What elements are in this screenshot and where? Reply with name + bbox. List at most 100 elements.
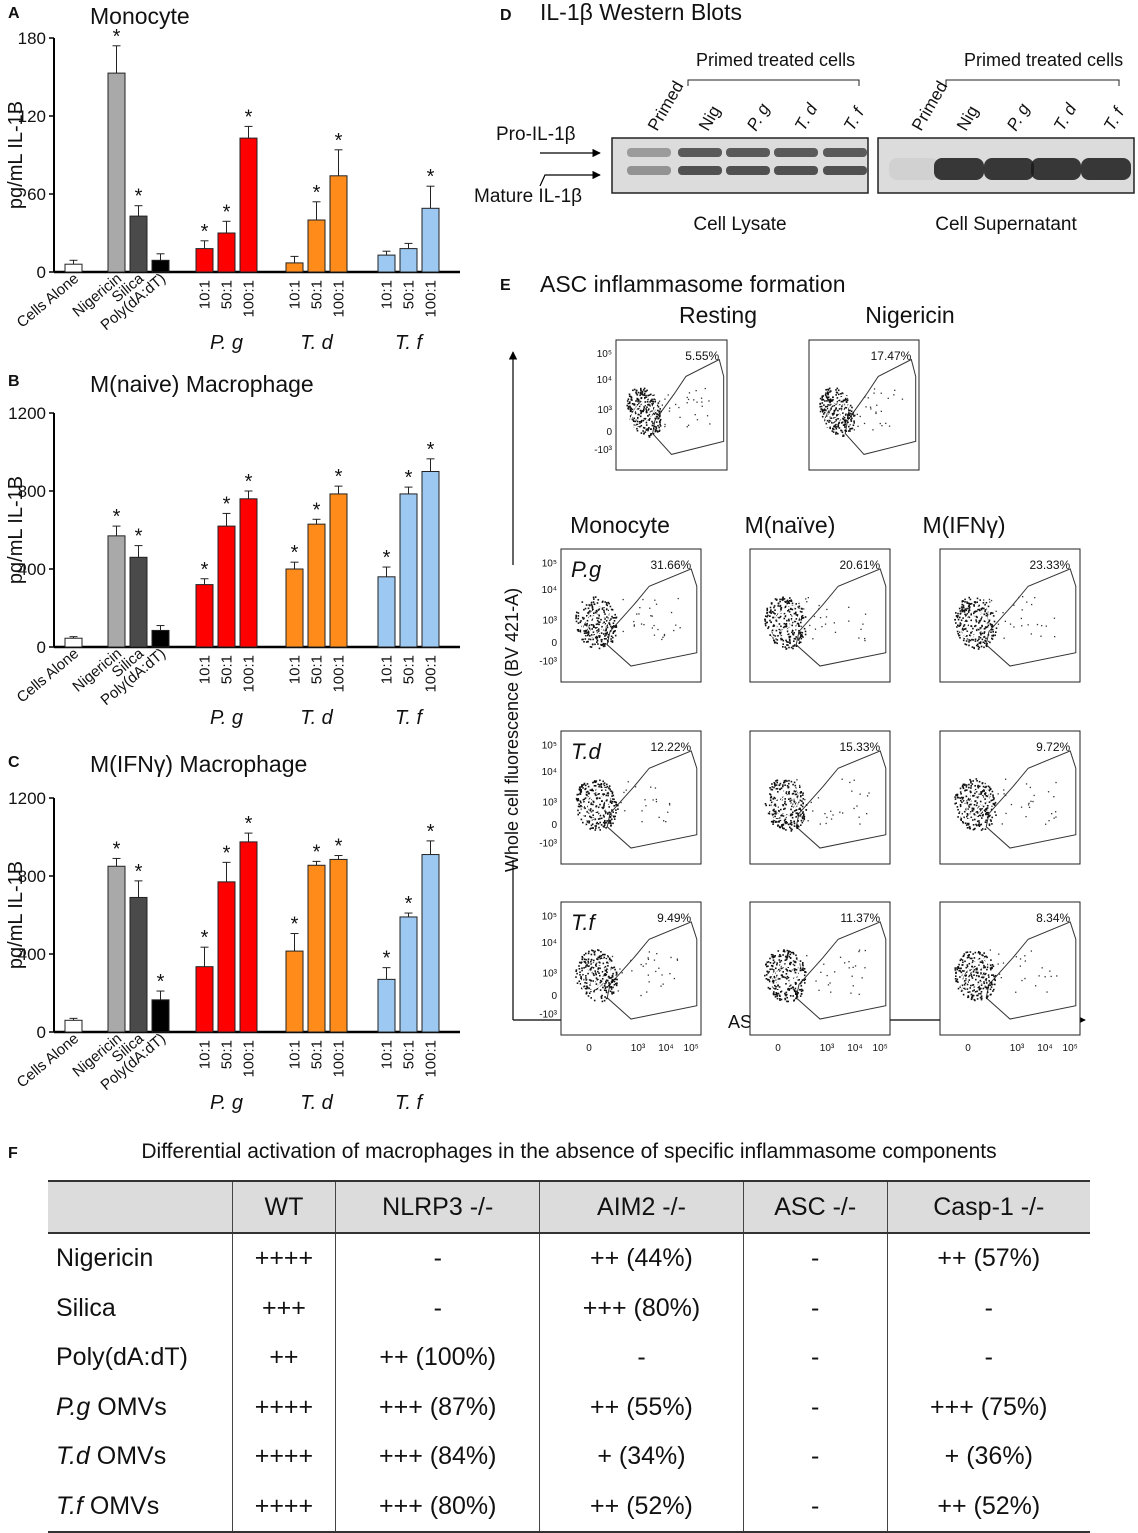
event-dot xyxy=(781,824,783,827)
event-dot xyxy=(981,828,984,830)
event-dot xyxy=(772,636,774,639)
event-dot xyxy=(798,619,801,621)
event-dot xyxy=(977,823,980,826)
event-dot xyxy=(990,612,992,614)
event-dot xyxy=(966,965,969,968)
event-dot xyxy=(764,624,767,627)
event-dot xyxy=(598,630,600,632)
event-dot xyxy=(969,778,971,781)
event-dot xyxy=(832,814,834,816)
event-dot xyxy=(686,402,688,404)
event-dot xyxy=(990,624,992,626)
event-dot xyxy=(967,991,969,993)
lane-label: Nig xyxy=(953,102,982,134)
event-dot xyxy=(973,974,975,976)
bar xyxy=(107,865,126,1033)
event-dot xyxy=(835,407,837,410)
event-dot xyxy=(592,801,595,803)
y-axis-label: pg/mL IL-1B xyxy=(5,861,27,969)
event-dot xyxy=(647,958,650,960)
y-tick-label: 10⁴ xyxy=(542,767,557,778)
event-dot xyxy=(631,408,634,411)
event-dot xyxy=(596,639,599,642)
event-dot xyxy=(604,986,607,988)
event-dot xyxy=(605,981,607,984)
event-dot xyxy=(792,811,794,813)
event-dot xyxy=(1053,796,1055,798)
event-dot xyxy=(993,620,996,623)
header-cell: ASC -/- xyxy=(742,1180,888,1234)
y-tick-label: 10⁵ xyxy=(542,558,557,569)
event-dot xyxy=(969,790,972,793)
event-dot xyxy=(602,633,605,635)
event-dot xyxy=(603,953,605,956)
event-dot xyxy=(989,984,992,986)
event-dot xyxy=(847,413,849,416)
group-label: T. f xyxy=(395,1092,424,1114)
event-dot xyxy=(594,596,597,598)
event-dot xyxy=(978,785,981,788)
bar xyxy=(217,232,236,273)
event-dot xyxy=(775,599,778,601)
mature-il1b-label: Mature IL-1β xyxy=(474,186,582,207)
event-dot xyxy=(609,813,612,816)
event-dot xyxy=(844,406,847,409)
event-dot xyxy=(992,794,994,796)
event-dot xyxy=(614,978,616,981)
event-dot xyxy=(962,787,965,790)
event-dot xyxy=(777,605,779,607)
event-dot xyxy=(609,983,611,986)
event-dot xyxy=(651,400,654,403)
event-dot xyxy=(771,965,774,967)
flow-plot: 9.72% xyxy=(939,730,1081,865)
event-dot xyxy=(800,981,803,983)
event-dot xyxy=(611,800,614,803)
event-dot xyxy=(991,984,993,986)
event-dot xyxy=(966,814,969,816)
bar xyxy=(307,864,326,1033)
event-dot xyxy=(577,615,580,617)
event-dot xyxy=(592,950,594,952)
event-dot xyxy=(789,823,792,825)
event-dot xyxy=(653,407,655,409)
event-dot xyxy=(783,976,785,978)
plot-frame xyxy=(749,548,891,683)
event-dot xyxy=(784,784,786,786)
event-dot xyxy=(985,955,987,958)
event-dot xyxy=(1033,794,1035,797)
event-dot xyxy=(960,971,963,974)
event-dot xyxy=(985,978,988,980)
event-dot xyxy=(833,412,835,415)
event-dot xyxy=(968,962,971,965)
event-dot xyxy=(773,961,776,963)
event-dot xyxy=(985,614,988,617)
table-row: Nigericin ++++ - ++ (44%) - ++ (57%) xyxy=(48,1233,1090,1284)
event-dot xyxy=(600,632,603,634)
x-tick-label: 10³ xyxy=(631,1043,646,1054)
event-dot xyxy=(799,982,802,985)
event-dot xyxy=(709,423,711,425)
event-dot xyxy=(774,613,776,615)
event-dot xyxy=(802,962,804,964)
category-label: 50:1 xyxy=(401,655,418,684)
event-dot xyxy=(595,988,597,991)
event-dot xyxy=(969,598,972,601)
event-dot xyxy=(780,637,782,639)
event-dot xyxy=(846,407,848,409)
event-dot xyxy=(976,601,978,603)
event-dot xyxy=(985,612,988,615)
event-dot xyxy=(767,986,770,989)
event-dot xyxy=(601,980,603,983)
event-dot xyxy=(764,974,766,977)
event-dot xyxy=(769,619,771,622)
band xyxy=(984,158,1034,180)
event-dot xyxy=(833,428,835,431)
event-dot xyxy=(576,629,579,631)
event-dot xyxy=(630,415,632,417)
event-dot xyxy=(978,987,981,989)
event-dot xyxy=(613,966,616,969)
event-dot xyxy=(796,993,799,995)
event-dot xyxy=(974,991,977,993)
event-dot xyxy=(853,779,855,781)
